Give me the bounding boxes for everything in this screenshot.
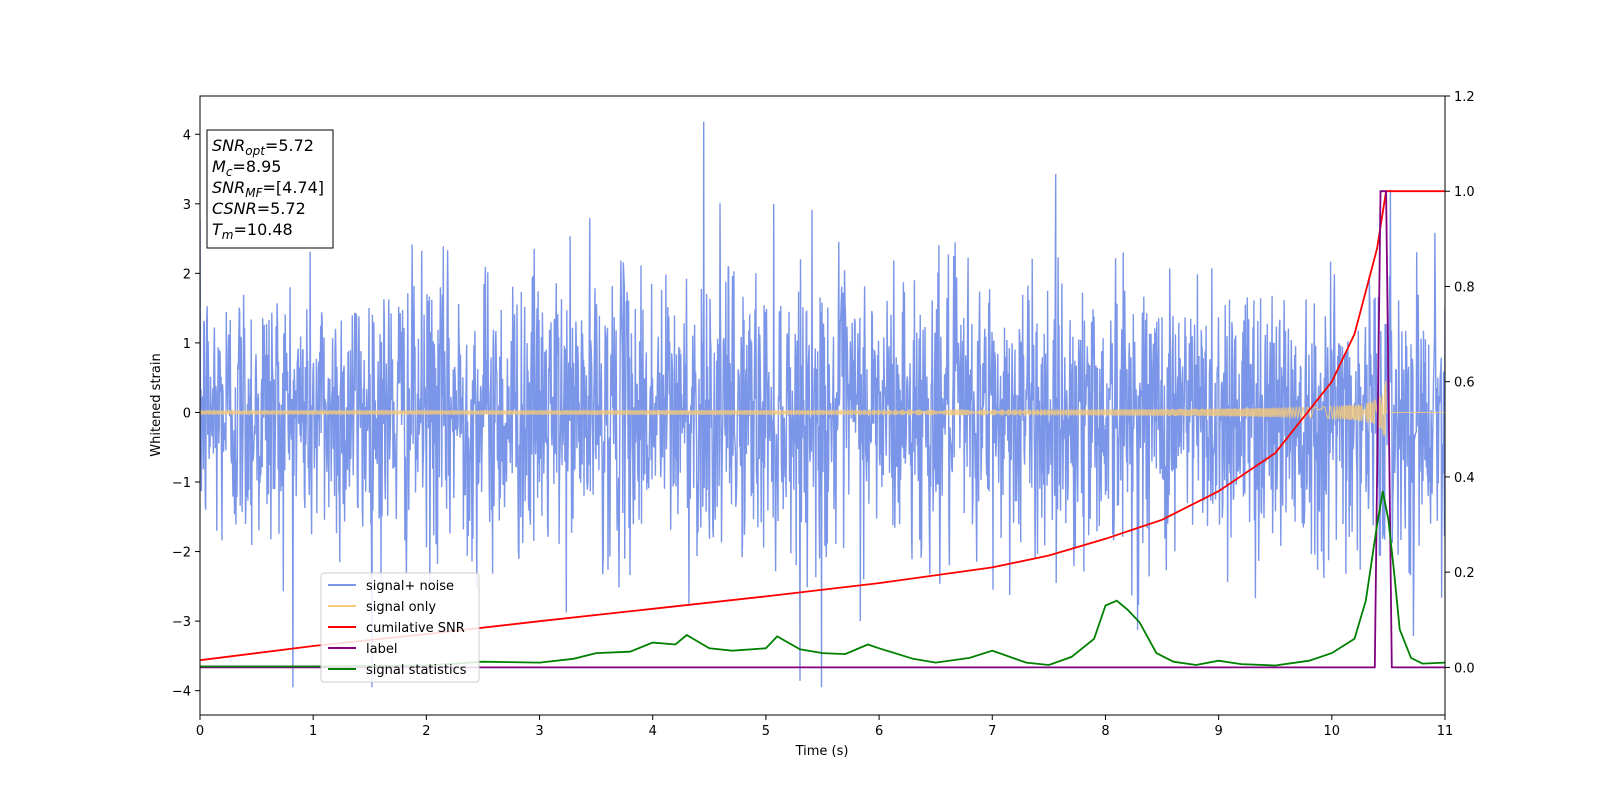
series-layer [200, 121, 1445, 688]
legend: signal+ noise signal only cumilative SNR la… [320, 572, 480, 683]
axes-layer: 0 1 2 3 4 5 6 7 8 9 10 11 −4 −3 −2 −1 0 1 2 3 4 0.0 0.2 0.4 0.6 0… [172, 90, 1475, 739]
x-tick-label: 7 [988, 724, 996, 739]
y2-tick-label: 0.6 [1454, 376, 1475, 391]
info-line: Mc=8.95 [212, 157, 281, 179]
y-tick-label: 0 [183, 406, 191, 421]
y2-tick-label: 1.2 [1454, 90, 1475, 105]
series-label [200, 190, 1445, 669]
info-symbol: T [212, 220, 223, 239]
info-value: =5.72 [265, 136, 314, 155]
info-subscript: opt [245, 144, 266, 158]
series-signal-only [200, 380, 1445, 437]
y-tick-label: −3 [172, 615, 191, 630]
plot-frame [199, 95, 1446, 716]
x-tick-label: 0 [196, 724, 204, 739]
y2-tick-label: 0.2 [1454, 566, 1475, 581]
info-box: SNRopt=5.72Mc=8.95SNRMF=[4.74]CSNR=5.72T… [206, 129, 334, 249]
legend-entry: cumilative SNR [366, 621, 465, 636]
info-subscript: MF [245, 186, 263, 200]
info-subscript: m [222, 228, 234, 242]
x-tick-label: 3 [535, 724, 543, 739]
series-signal-statistics [200, 491, 1445, 668]
x-tick-label: 11 [1437, 724, 1454, 739]
info-box-frame [206, 129, 334, 249]
series-signal-noise [200, 121, 1445, 688]
info-value: =5.72 [257, 199, 306, 218]
y-tick-label: 1 [183, 337, 191, 352]
info-symbol: CSNR [212, 199, 257, 218]
x-tick-label: 2 [422, 724, 430, 739]
y-tick-label: −4 [172, 685, 191, 700]
legend-frame [320, 572, 480, 683]
info-line: SNRMF=[4.74] [212, 178, 324, 200]
x-tick-label: 10 [1324, 724, 1341, 739]
y2-tick-label: 0.0 [1454, 661, 1475, 676]
x-tick-label: 6 [875, 724, 883, 739]
legend-entry: label [366, 642, 397, 657]
y2-tick-label: 0.8 [1454, 280, 1475, 295]
x-tick-label: 4 [649, 724, 657, 739]
info-value: =[4.74] [263, 178, 325, 197]
info-value: =10.48 [233, 220, 292, 239]
info-symbol: SNR [212, 178, 245, 197]
legend-entry: signal statistics [366, 663, 467, 678]
info-symbol: M [212, 157, 226, 176]
series-cumilative-snr [200, 190, 1445, 662]
info-value: =8.95 [232, 157, 281, 176]
info-line: Tm=10.48 [212, 220, 293, 242]
info-line: SNRopt=5.72 [212, 136, 314, 158]
x-tick-label: 1 [309, 724, 317, 739]
x-tick-label: 9 [1214, 724, 1222, 739]
info-subscript: c [226, 165, 233, 179]
info-line: CSNR=5.72 [212, 199, 306, 218]
info-symbol: SNR [212, 136, 245, 155]
y-tick-label: −1 [172, 476, 191, 491]
y2-tick-label: 0.4 [1454, 471, 1475, 486]
legend-entry: signal only [366, 600, 436, 615]
y-tick-label: 2 [183, 267, 191, 282]
legend-entry: signal+ noise [366, 579, 454, 594]
y-tick-label: −2 [172, 546, 191, 561]
y-tick-label: 3 [183, 198, 191, 213]
x-tick-label: 8 [1101, 724, 1109, 739]
y-axis-label: Whitened strain [149, 353, 164, 456]
x-tick-label: 5 [762, 724, 770, 739]
y2-tick-label: 1.0 [1454, 185, 1475, 200]
x-axis-label: Time (s) [795, 744, 849, 759]
y-tick-label: 4 [183, 128, 191, 143]
